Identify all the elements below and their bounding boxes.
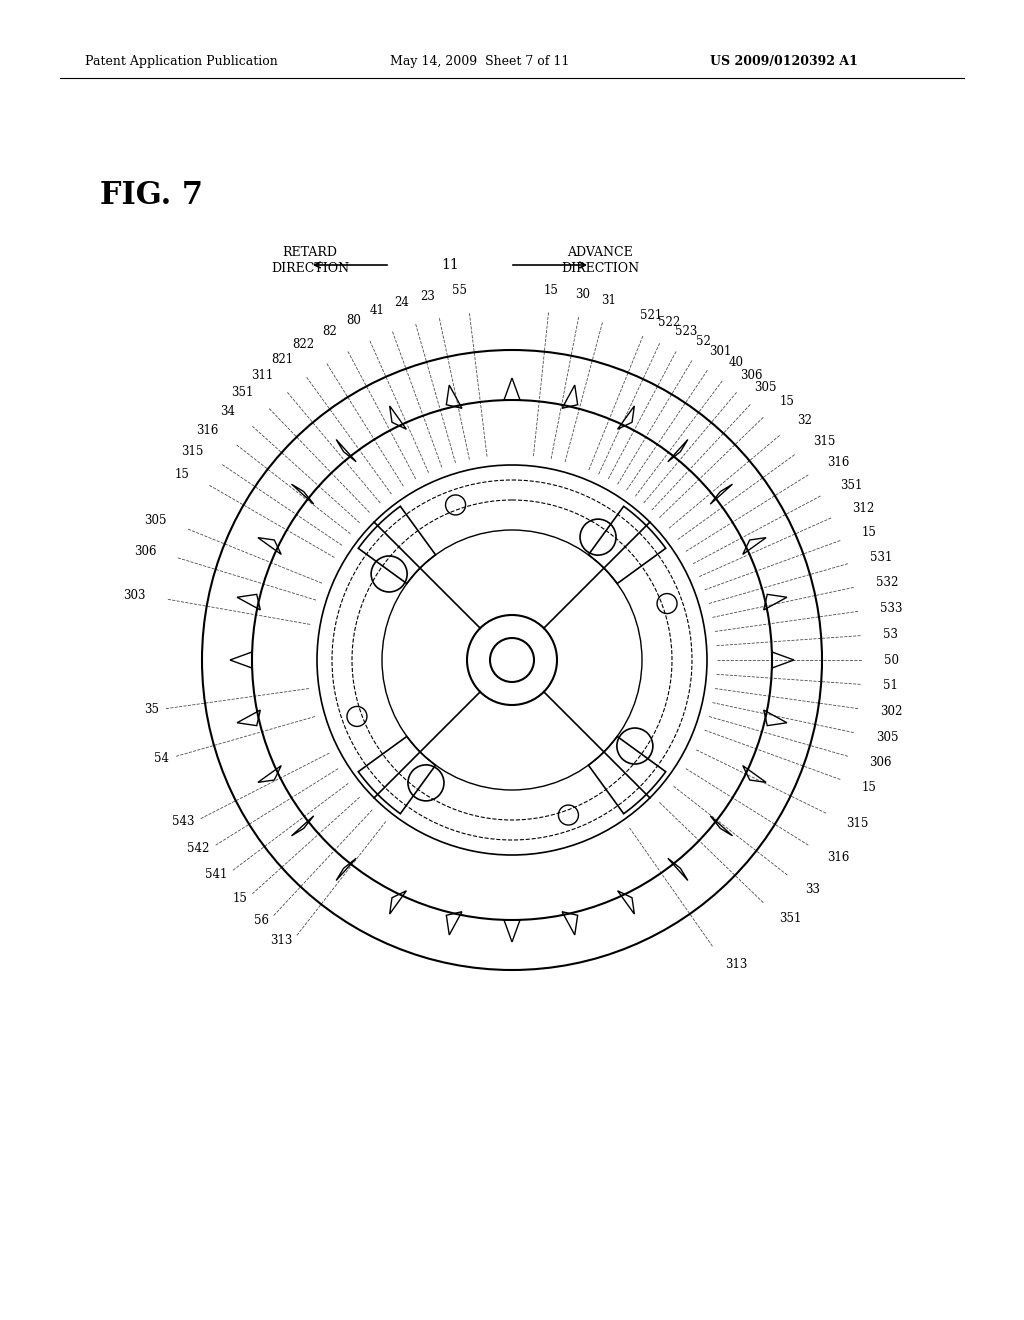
Text: 542: 542	[187, 842, 210, 855]
Text: Patent Application Publication: Patent Application Publication	[85, 55, 278, 69]
Text: 55: 55	[452, 284, 467, 297]
Text: 56: 56	[254, 915, 269, 927]
Text: 80: 80	[346, 314, 360, 326]
Text: 52: 52	[696, 335, 711, 347]
Text: 315: 315	[181, 445, 204, 458]
Text: US 2009/0120392 A1: US 2009/0120392 A1	[710, 55, 858, 69]
Text: 821: 821	[271, 352, 293, 366]
Text: 54: 54	[155, 752, 169, 764]
Text: 541: 541	[205, 869, 227, 880]
Text: 305: 305	[755, 381, 777, 395]
Text: 15: 15	[175, 467, 189, 480]
Text: 533: 533	[881, 602, 903, 615]
Text: 351: 351	[841, 479, 863, 492]
Text: DIRECTION: DIRECTION	[271, 261, 349, 275]
Text: 34: 34	[220, 405, 236, 417]
Text: 316: 316	[197, 425, 219, 437]
Text: 15: 15	[861, 527, 877, 540]
Text: 303: 303	[123, 589, 145, 602]
Text: 35: 35	[144, 704, 159, 717]
Text: 301: 301	[709, 345, 731, 358]
Text: 30: 30	[575, 288, 591, 301]
Text: 51: 51	[883, 680, 898, 693]
Text: 40: 40	[728, 356, 743, 370]
Text: 315: 315	[847, 817, 868, 829]
Text: 532: 532	[876, 576, 898, 589]
Text: 11: 11	[441, 257, 459, 272]
Text: 351: 351	[779, 912, 802, 925]
Text: 15: 15	[544, 284, 558, 297]
Text: 23: 23	[420, 289, 434, 302]
Text: 523: 523	[676, 325, 697, 338]
Text: 311: 311	[251, 368, 272, 381]
Text: 31: 31	[601, 294, 615, 308]
Text: FIG. 7: FIG. 7	[100, 180, 203, 210]
Text: 315: 315	[813, 434, 836, 447]
Text: 306: 306	[134, 545, 157, 558]
Text: 313: 313	[270, 935, 293, 948]
Text: 15: 15	[861, 780, 877, 793]
Text: 351: 351	[231, 385, 254, 399]
Text: 50: 50	[884, 653, 899, 667]
Text: 313: 313	[725, 958, 748, 972]
Text: 306: 306	[869, 756, 892, 770]
Text: 24: 24	[394, 296, 410, 309]
Text: DIRECTION: DIRECTION	[561, 261, 639, 275]
Text: 521: 521	[640, 309, 663, 322]
Text: 312: 312	[852, 502, 874, 515]
Text: 306: 306	[740, 368, 762, 381]
Text: 82: 82	[323, 325, 337, 338]
Text: 33: 33	[805, 883, 820, 895]
Text: May 14, 2009  Sheet 7 of 11: May 14, 2009 Sheet 7 of 11	[390, 55, 569, 69]
Text: 15: 15	[232, 892, 247, 906]
Text: 302: 302	[881, 705, 903, 718]
Text: 305: 305	[876, 731, 898, 744]
Text: 316: 316	[827, 457, 850, 470]
Text: 15: 15	[779, 395, 795, 408]
Text: 531: 531	[869, 550, 892, 564]
Text: 316: 316	[827, 850, 850, 863]
Text: 305: 305	[144, 515, 167, 527]
Text: 822: 822	[293, 338, 314, 351]
Text: 32: 32	[797, 414, 812, 428]
Text: RETARD: RETARD	[283, 246, 338, 259]
Text: 53: 53	[883, 627, 898, 640]
Text: ADVANCE: ADVANCE	[567, 246, 633, 259]
Text: 41: 41	[370, 304, 385, 317]
Text: 543: 543	[172, 816, 195, 829]
Text: 522: 522	[658, 317, 680, 330]
